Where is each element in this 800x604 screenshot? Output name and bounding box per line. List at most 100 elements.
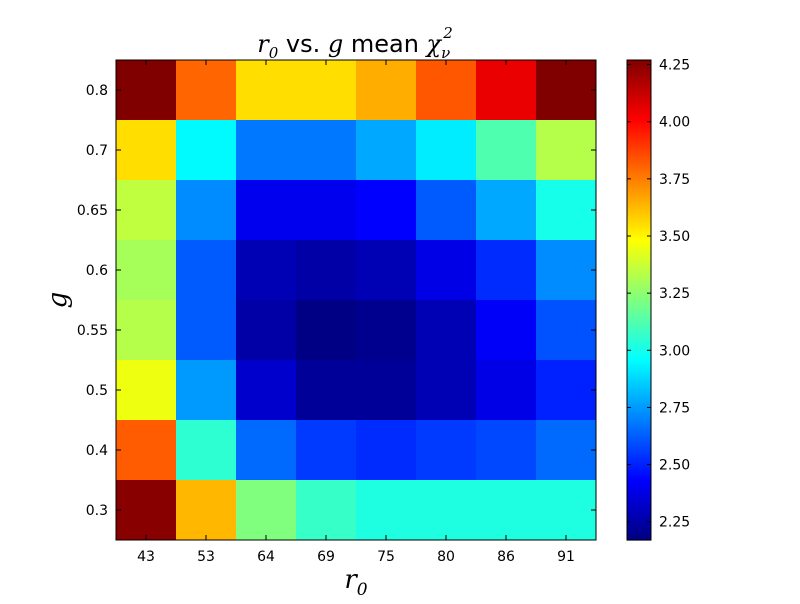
colorbar-tick-label: 3.25 — [659, 286, 690, 302]
colorbar-band — [627, 86, 651, 89]
colorbar-band — [627, 382, 651, 385]
y-tick-label: 0.8 — [86, 83, 108, 99]
colorbar-band — [627, 186, 651, 189]
colorbar-band — [627, 172, 651, 175]
colorbar-band — [627, 78, 651, 81]
colorbar-band — [627, 262, 651, 265]
colorbar-band — [627, 120, 651, 123]
heatmap-cell — [356, 420, 417, 481]
heatmap-cell — [296, 360, 357, 421]
colorbar-band — [627, 88, 651, 91]
colorbar-band — [627, 74, 651, 77]
colorbar-band — [627, 70, 651, 73]
colorbar-band — [627, 424, 651, 427]
colorbar-band — [627, 294, 651, 297]
heatmap-cell — [476, 180, 537, 241]
heatmap-cells — [116, 60, 597, 541]
colorbar-band — [627, 456, 651, 459]
heatmap-cell — [236, 240, 297, 301]
heatmap-cell — [536, 480, 597, 541]
colorbar-band — [627, 448, 651, 451]
heatmap-cell — [536, 300, 597, 361]
colorbar-band — [627, 472, 651, 475]
heatmap-cell — [116, 180, 177, 241]
colorbar-band — [627, 474, 651, 477]
colorbar-band — [627, 158, 651, 161]
colorbar-band — [627, 130, 651, 133]
colorbar-band — [627, 304, 651, 307]
heatmap-cell — [356, 300, 417, 361]
colorbar-band — [627, 436, 651, 439]
heatmap-cell — [416, 120, 477, 181]
colorbar-band — [627, 308, 651, 311]
colorbar-band — [627, 522, 651, 525]
colorbar-band — [627, 124, 651, 127]
heatmap-cell — [176, 240, 237, 301]
title-subscript-nu: ν — [441, 44, 450, 62]
title-subscript-0: 0 — [269, 44, 279, 62]
y-tick-label: 0.3 — [86, 503, 108, 519]
heatmap-cell — [476, 120, 537, 181]
heatmap-cell — [536, 240, 597, 301]
colorbar-band — [627, 236, 651, 239]
heatmap-cell — [236, 60, 297, 121]
heatmap-cell — [176, 480, 237, 541]
colorbar-band — [627, 292, 651, 295]
heatmap-cell — [536, 180, 597, 241]
chart-title: r0 vs. g mean χν 2 — [257, 24, 453, 62]
colorbar-band — [627, 266, 651, 269]
colorbar-band — [627, 150, 651, 153]
colorbar-band — [627, 538, 651, 541]
colorbar-band — [627, 516, 651, 519]
heatmap-cell — [296, 420, 357, 481]
heatmap-cell — [296, 240, 357, 301]
colorbar-band — [627, 270, 651, 273]
heatmap-cell — [416, 180, 477, 241]
colorbar-band — [627, 408, 651, 411]
colorbar-band — [627, 376, 651, 379]
heatmap-cell — [116, 360, 177, 421]
colorbar-band — [627, 68, 651, 71]
colorbar-band — [627, 134, 651, 137]
colorbar-band — [627, 296, 651, 299]
colorbar-band — [627, 432, 651, 435]
colorbar-band — [627, 72, 651, 75]
x-axis-ticks: 43 53 64 69 75 80 86 91 — [137, 60, 575, 565]
heatmap-cell — [296, 180, 357, 241]
x-tick-label: 64 — [257, 549, 275, 565]
colorbar-band — [627, 178, 651, 181]
colorbar-band — [627, 102, 651, 105]
plot-frame — [115, 59, 597, 541]
colorbar-band — [627, 100, 651, 103]
colorbar-band — [627, 246, 651, 249]
colorbar-band — [627, 322, 651, 325]
colorbar-band — [627, 98, 651, 101]
colorbar-band — [627, 280, 651, 283]
colorbar-band — [627, 412, 651, 415]
colorbar-band — [627, 328, 651, 331]
heatmap-cell — [356, 240, 417, 301]
colorbar-band — [627, 82, 651, 85]
colorbar-band — [627, 416, 651, 419]
colorbar-frame — [626, 59, 652, 541]
x-tick-label: 75 — [377, 549, 395, 565]
heatmap-cell — [176, 180, 237, 241]
colorbar-band — [627, 312, 651, 315]
colorbar-band — [627, 244, 651, 247]
colorbar-band — [627, 146, 651, 149]
colorbar-band — [627, 220, 651, 223]
heatmap-cell — [296, 480, 357, 541]
colorbar-band — [627, 338, 651, 341]
colorbar-band — [627, 114, 651, 117]
colorbar-band — [627, 152, 651, 155]
colorbar-band — [627, 468, 651, 471]
colorbar-band — [627, 342, 651, 345]
colorbar-tick-label: 3.50 — [659, 229, 690, 245]
colorbar-band — [627, 200, 651, 203]
colorbar-band — [627, 504, 651, 507]
colorbar-band — [627, 128, 651, 131]
colorbar-band — [627, 358, 651, 361]
colorbar-band — [627, 350, 651, 353]
heatmap-cell — [176, 360, 237, 421]
colorbar-band — [627, 452, 651, 455]
